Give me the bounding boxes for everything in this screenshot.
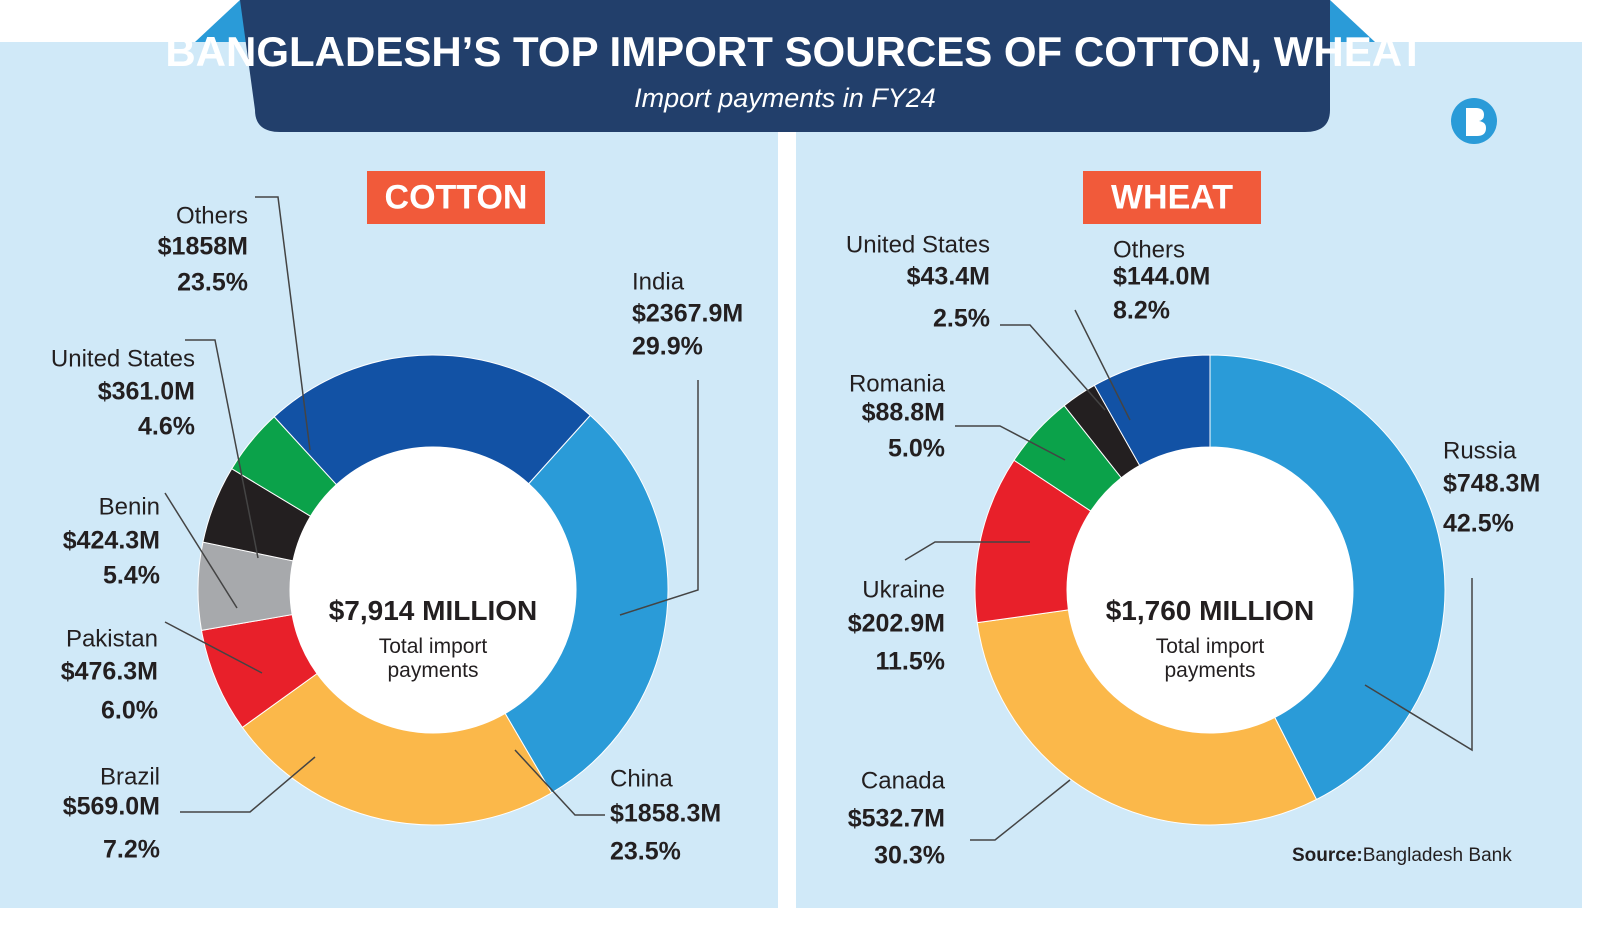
page-title: BANGLADESH’S TOP IMPORT SOURCES OF COTTO… <box>165 28 1425 75</box>
leader-line <box>514 749 605 816</box>
share-label: 30.3% <box>874 842 945 870</box>
category-label: United States <box>846 231 990 258</box>
center-subtitle: Total import payments <box>378 635 488 682</box>
source: Source:Bangladesh Bank <box>1292 845 1512 866</box>
center-title: $7,914 MILLION <box>328 595 538 626</box>
value-label: $569.0M <box>63 793 160 821</box>
chart-title: COTTON <box>385 178 528 216</box>
share-label: 5.0% <box>888 435 945 463</box>
wheat-center: $1,760 MILLION Total import payments <box>1090 595 1330 683</box>
leader-line <box>1000 324 1106 411</box>
value-label: $1858M <box>158 233 248 261</box>
value-label: $144.0M <box>1113 263 1210 291</box>
value-label: $1858.3M <box>610 800 721 828</box>
category-label: India <box>632 268 685 295</box>
share-label: 7.2% <box>103 836 160 864</box>
leader-line <box>955 425 1066 461</box>
share-label: 11.5% <box>875 648 945 676</box>
share-label: 42.5% <box>1443 510 1514 538</box>
value-label: $748.3M <box>1443 470 1540 498</box>
category-label: Brazil <box>100 763 160 790</box>
category-label: Russia <box>1443 437 1517 464</box>
banner <box>240 0 1330 132</box>
center-disc <box>1067 447 1353 733</box>
category-label: Pakistan <box>66 625 158 652</box>
share-label: 6.0% <box>101 697 158 725</box>
center-title: $1,760 MILLION <box>1105 595 1315 626</box>
leader-line <box>1364 578 1473 752</box>
source-label: Source: <box>1292 845 1363 866</box>
chart-title: WHEAT <box>1111 178 1233 216</box>
leader-line <box>255 196 311 451</box>
category-label: China <box>610 765 673 792</box>
category-label: Others <box>176 202 248 229</box>
value-label: $2367.9M <box>632 300 743 328</box>
center-disc <box>290 447 576 733</box>
cotton-center: $7,914 MILLION Total import payments <box>313 595 553 683</box>
value-label: $88.8M <box>862 399 945 427</box>
leader-line <box>970 779 1071 841</box>
category-label: Others <box>1113 236 1185 263</box>
share-label: 23.5% <box>177 269 248 297</box>
logo-mark <box>1466 108 1486 136</box>
share-label: 2.5% <box>933 305 990 333</box>
source-text: Bangladesh Bank <box>1363 845 1512 866</box>
category-label: Benin <box>99 493 160 520</box>
center-subtitle: Total import payments <box>1155 635 1265 682</box>
chart-title-box <box>1083 171 1261 224</box>
category-label: Canada <box>861 767 946 794</box>
share-label: 29.9% <box>632 333 703 361</box>
value-label: $532.7M <box>848 805 945 833</box>
category-label: Ukraine <box>862 576 945 603</box>
category-label: United States <box>51 345 195 372</box>
value-label: $202.9M <box>848 610 945 638</box>
value-label: $424.3M <box>63 527 160 555</box>
share-label: 4.6% <box>138 413 195 441</box>
leader-line <box>1074 309 1131 421</box>
leader-line <box>164 492 238 609</box>
leader-line <box>904 541 1030 561</box>
leader-line <box>164 621 263 674</box>
value-label: $43.4M <box>907 263 990 291</box>
chart-title-box <box>367 171 545 224</box>
share-label: 5.4% <box>103 562 160 590</box>
leader-line <box>180 756 316 813</box>
share-label: 23.5% <box>610 838 681 866</box>
leader-line <box>619 380 699 616</box>
share-label: 8.2% <box>1113 297 1170 325</box>
leader-line <box>185 339 259 559</box>
value-label: $476.3M <box>61 658 158 686</box>
category-label: Romania <box>849 370 946 397</box>
page-subtitle: Import payments in FY24 <box>634 83 936 113</box>
value-label: $361.0M <box>98 378 195 406</box>
